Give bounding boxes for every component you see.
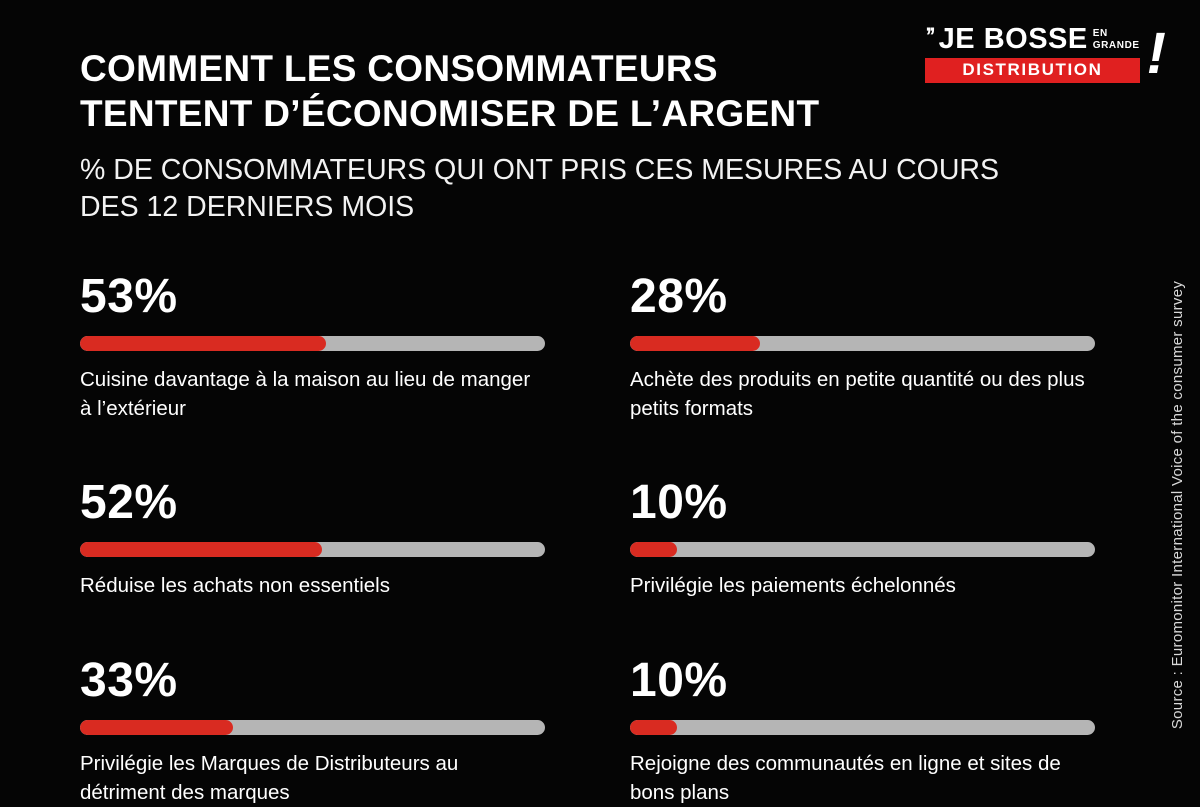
brand-stack-bottom: GRANDE	[1092, 39, 1140, 51]
stat-value: 10%	[630, 653, 728, 707]
brand-logo: ’’ JE BOSSE EN GRANDE DISTRIBUTION !	[925, 21, 1166, 86]
quote-marks-icon: ’’	[925, 23, 936, 50]
progress-bar-track	[80, 719, 545, 735]
page-title: COMMENT LES CONSOMMATEURS TENTENT D’ÉCON…	[80, 46, 1090, 136]
progress-bar-track	[630, 719, 1095, 735]
exclamation-mark-icon: !	[1146, 21, 1166, 86]
page-title-line1: COMMENT LES CONSOMMATEURS	[80, 48, 718, 89]
progress-bar-track	[80, 542, 545, 558]
progress-bar-track	[80, 336, 545, 352]
page-subtitle: % DE CONSOMMATEURS QUI ONT PRIS CES MESU…	[80, 154, 999, 223]
progress-bar-fill	[80, 719, 234, 735]
stat-value: 10%	[630, 476, 728, 530]
stat-block-reduce-non-essential: 52% Réduise les achats non essentiels	[80, 475, 545, 600]
stat-label: Privilégie les paiements échelonnés	[630, 574, 956, 598]
stats-grid: 53% Cuisine davantage à la maison au lie…	[80, 269, 1095, 807]
stat-block-small-quantities: 28% Achète des produits en petite quanti…	[630, 269, 1095, 423]
progress-bar-fill	[630, 542, 677, 558]
stat-block-cooking-at-home: 53% Cuisine davantage à la maison au lie…	[80, 269, 545, 423]
stat-label: Achète des produits en petite quantité o…	[630, 368, 1085, 421]
brand-name: JE BOSSE	[938, 23, 1088, 55]
progress-bar-track	[630, 542, 1095, 558]
stat-label: Réduise les achats non essentiels	[80, 574, 390, 598]
stat-value: 33%	[80, 653, 178, 707]
stat-label: Cuisine davantage à la maison au lieu de…	[80, 368, 531, 421]
brand-logo-top-row: ’’ JE BOSSE EN GRANDE	[925, 23, 1140, 55]
brand-name-stack: EN GRANDE	[1093, 28, 1140, 51]
stat-value: 52%	[80, 476, 178, 530]
stat-block-online-communities: 10% Rejoigne des communautés en ligne et…	[630, 653, 1095, 807]
progress-bar-fill	[80, 336, 327, 352]
brand-logo-main: ’’ JE BOSSE EN GRANDE DISTRIBUTION	[925, 23, 1140, 83]
progress-bar-fill	[630, 719, 677, 735]
stat-block-private-labels: 33% Privilégie les Marques de Distribute…	[80, 653, 545, 807]
progress-bar-track	[630, 336, 1095, 352]
brand-stack-top: EN	[1092, 28, 1108, 39]
stat-label: Privilégie les Marques de Distributeurs …	[80, 751, 459, 804]
page-title-line2: TENTENT D’ÉCONOMISER DE L’ARGENT	[80, 93, 820, 135]
progress-bar-fill	[80, 542, 322, 558]
progress-bar-fill	[630, 336, 761, 352]
stat-value: 53%	[80, 270, 178, 324]
stat-block-installment-payments: 10% Privilégie les paiements échelonnés	[630, 475, 1095, 600]
brand-banner: DISTRIBUTION	[925, 57, 1140, 83]
stat-value: 28%	[630, 270, 728, 324]
source-credit: Source : Euromonitor International Voice…	[1169, 280, 1186, 730]
stat-label: Rejoigne des communautés en ligne et sit…	[630, 751, 1061, 804]
